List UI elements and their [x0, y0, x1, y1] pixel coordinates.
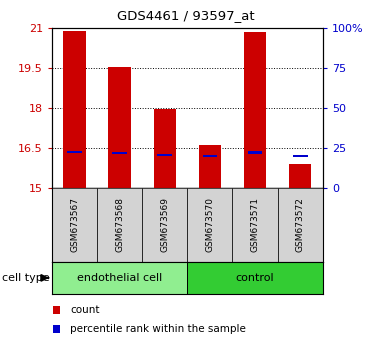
Text: percentile rank within the sample: percentile rank within the sample [70, 324, 246, 334]
Bar [289, 164, 312, 188]
Text: cell type: cell type [2, 273, 49, 283]
Bar [187, 188, 233, 262]
Text: GDS4461 / 93597_at: GDS4461 / 93597_at [117, 9, 254, 22]
Bar [187, 262, 323, 294]
Bar [53, 325, 60, 333]
Text: GSM673569: GSM673569 [160, 197, 169, 252]
Text: endothelial cell: endothelial cell [77, 273, 162, 283]
Bar [203, 155, 217, 158]
Bar [157, 154, 172, 156]
Bar [293, 155, 308, 158]
Bar [278, 188, 323, 262]
Bar [112, 152, 127, 154]
Text: GSM673568: GSM673568 [115, 197, 124, 252]
Bar [154, 109, 176, 188]
Bar [244, 32, 266, 188]
Bar [63, 31, 86, 188]
Bar [52, 262, 187, 294]
Bar [233, 188, 278, 262]
Bar [53, 306, 60, 314]
Text: control: control [236, 273, 275, 283]
Bar [248, 152, 262, 154]
Text: GSM673572: GSM673572 [296, 197, 305, 252]
Bar [142, 188, 187, 262]
Bar [52, 188, 97, 262]
Bar [198, 145, 221, 188]
Text: count: count [70, 305, 100, 315]
Bar [67, 150, 82, 153]
Text: GSM673567: GSM673567 [70, 197, 79, 252]
Text: GSM673570: GSM673570 [206, 197, 214, 252]
Bar [108, 67, 131, 188]
Text: GSM673571: GSM673571 [250, 197, 260, 252]
Bar [97, 188, 142, 262]
